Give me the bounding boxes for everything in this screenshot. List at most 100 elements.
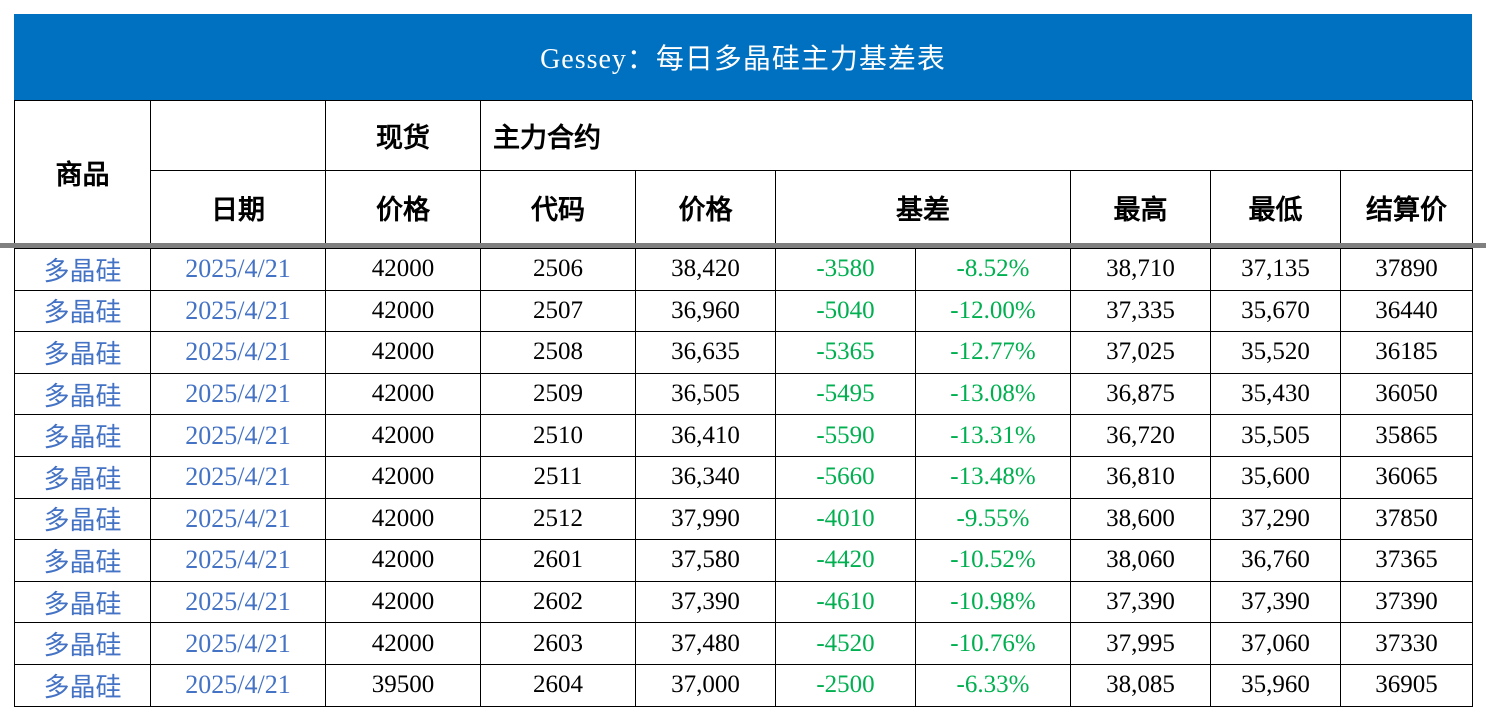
cell-basis-pct: -9.55% [915,497,1071,541]
table-row: 多晶硅 2025/4/21 42000 2508 36,635 -5365 -12.77% 3… [14,331,1474,374]
cell-commodity: 多晶硅 [14,248,151,291]
cell-date: 2025/4/21 [150,497,326,541]
cell-spot-price: 42000 [325,289,481,333]
cell-date: 2025/4/21 [150,580,326,624]
cell-code: 2512 [480,497,636,541]
cell-code: 2507 [480,289,636,333]
cell-basis-pct: -13.31% [915,414,1071,457]
cell-spot-price: 42000 [325,248,481,291]
cell-date: 2025/4/21 [150,289,326,333]
cell-low: 35,600 [1210,455,1341,499]
cell-basis-pct: -6.33% [915,663,1071,707]
cell-price: 36,635 [635,331,776,374]
header-row-columns: 日期 价格 代码 价格 基差 最高 最低 结算价 [15,170,1474,244]
cell-price: 37,000 [635,663,776,707]
cell-high: 37,995 [1070,622,1211,665]
cell-basis: -4610 [775,580,916,624]
cell-code: 2602 [480,580,636,624]
cell-commodity: 多晶硅 [14,539,151,582]
cell-basis-pct: -8.52% [915,248,1071,291]
cell-high: 38,600 [1070,497,1211,541]
cell-code: 2604 [480,663,636,707]
cell-commodity: 多晶硅 [14,455,151,499]
cell-high: 38,085 [1070,663,1211,707]
cell-high: 36,875 [1070,372,1211,416]
cell-high: 37,025 [1070,331,1211,374]
header-empty-cell [150,100,326,171]
cell-high: 36,810 [1070,455,1211,499]
cell-basis: -5040 [775,289,916,333]
cell-basis-pct: -12.77% [915,331,1071,374]
cell-commodity: 多晶硅 [14,622,151,665]
cell-settle: 36905 [1339,663,1474,707]
cell-low: 36,760 [1210,539,1341,582]
cell-basis: -5590 [775,414,916,457]
cell-settle: 37365 [1339,539,1474,582]
cell-price: 37,580 [635,539,776,582]
table-row: 多晶硅 2025/4/21 42000 2509 36,505 -5495 -13.08% 3… [14,372,1474,416]
cell-date: 2025/4/21 [150,455,326,499]
cell-price: 36,505 [635,372,776,416]
banner: Gessey：每日多晶硅主力基差表 [14,14,1472,100]
header-separator-line [0,243,1486,248]
cell-high: 37,335 [1070,289,1211,333]
table-row: 多晶硅 2025/4/21 42000 2506 38,420 -3580 -8.52% 38… [14,248,1474,291]
cell-spot-price: 42000 [325,372,481,416]
cell-code: 2510 [480,414,636,457]
cell-spot-price: 42000 [325,497,481,541]
cell-basis: -5660 [775,455,916,499]
cell-low: 37,135 [1210,248,1341,291]
cell-price: 37,390 [635,580,776,624]
cell-spot-price: 42000 [325,455,481,499]
cell-date: 2025/4/21 [150,539,326,582]
cell-basis-pct: -10.76% [915,622,1071,665]
cell-high: 38,710 [1070,248,1211,291]
cell-spot-price: 42000 [325,331,481,374]
cell-low: 37,060 [1210,622,1341,665]
header-spot-price: 价格 [325,170,481,244]
cell-settle: 37890 [1339,248,1474,291]
header-high: 最高 [1070,170,1211,244]
cell-code: 2511 [480,455,636,499]
cell-spot-price: 42000 [325,580,481,624]
header-price: 价格 [635,170,776,244]
cell-high: 36,720 [1070,414,1211,457]
cell-basis: -4420 [775,539,916,582]
cell-commodity: 多晶硅 [14,372,151,416]
cell-settle: 36440 [1339,289,1474,333]
cell-settle: 36050 [1339,372,1474,416]
cell-price: 36,960 [635,289,776,333]
cell-commodity: 多晶硅 [14,497,151,541]
cell-commodity: 多晶硅 [14,414,151,457]
cell-code: 2506 [480,248,636,291]
table-row: 多晶硅 2025/4/21 42000 2601 37,580 -4420 -10.52% 3… [14,539,1474,582]
table-row: 多晶硅 2025/4/21 42000 2603 37,480 -4520 -10.76% 3… [14,622,1474,665]
cell-basis: -5495 [775,372,916,416]
cell-basis: -4520 [775,622,916,665]
cell-price: 36,410 [635,414,776,457]
header-spot-group: 现货 [325,100,481,171]
cell-commodity: 多晶硅 [14,663,151,707]
header-settle: 结算价 [1339,170,1474,244]
cell-spot-price: 42000 [325,539,481,582]
cell-low: 35,670 [1210,289,1341,333]
cell-settle: 37330 [1339,622,1474,665]
cell-settle: 37390 [1339,580,1474,624]
cell-price: 38,420 [635,248,776,291]
cell-high: 38,060 [1070,539,1211,582]
cell-settle: 35865 [1339,414,1474,457]
cell-date: 2025/4/21 [150,248,326,291]
cell-low: 37,290 [1210,497,1341,541]
cell-basis-pct: -10.52% [915,539,1071,582]
cell-basis: -2500 [775,663,916,707]
cell-low: 35,505 [1210,414,1341,457]
cell-basis-pct: -13.48% [915,455,1071,499]
table-row: 多晶硅 2025/4/21 39500 2604 37,000 -2500 -6.33% 38… [14,663,1474,707]
cell-date: 2025/4/21 [150,331,326,374]
header-main-contract-group: 主力合约 [479,100,1474,171]
cell-commodity: 多晶硅 [14,580,151,624]
table-row: 多晶硅 2025/4/21 42000 2510 36,410 -5590 -13.31% 3… [14,414,1474,457]
cell-code: 2509 [480,372,636,416]
cell-spot-price: 42000 [325,414,481,457]
cell-low: 35,430 [1210,372,1341,416]
